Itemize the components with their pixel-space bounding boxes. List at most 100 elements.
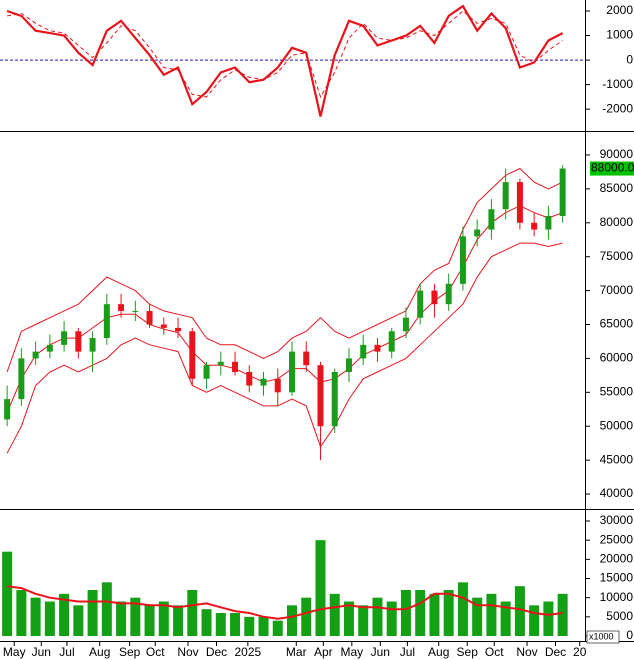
candle-body [388, 331, 395, 352]
volume-bar [429, 593, 440, 637]
y-tick-label: 55000 [600, 384, 634, 398]
y-tick-label: 20000 [600, 552, 634, 566]
y-tick-label: 30000 [600, 513, 634, 527]
candle-body [189, 331, 196, 379]
series-line [6, 585, 563, 620]
candle-body [103, 304, 110, 339]
volume-bar [472, 597, 483, 637]
series-line [7, 10, 563, 99]
x-tick-label: Sep [457, 645, 479, 659]
volume-bar [59, 593, 70, 637]
volume-bar [514, 586, 525, 637]
y-tick-label: 2000 [606, 3, 633, 17]
x-tick-label: Dec [206, 645, 227, 659]
candle-body [459, 236, 466, 284]
y-tick-label: 60000 [600, 351, 634, 365]
volume-bar [315, 540, 326, 637]
candle-body [374, 344, 381, 352]
candle-body [474, 229, 481, 237]
y-tick-label: 90000 [600, 147, 634, 161]
candle-body [303, 351, 310, 366]
candle-body [75, 331, 82, 352]
volume-bar [486, 593, 497, 637]
candle-body [4, 399, 11, 420]
candle-body [360, 344, 367, 359]
series-line [6, 242, 563, 454]
x-tick-label: Nov [177, 645, 198, 659]
candle-body [516, 182, 523, 223]
candle-body [402, 317, 409, 332]
volume-bar [386, 601, 397, 637]
candle-body [175, 327, 182, 332]
candle-body [289, 351, 295, 393]
candle-body [417, 290, 424, 318]
y-tick-label: 0 [626, 628, 633, 642]
x-tick-label: Jun [371, 645, 390, 659]
volume-bar [443, 590, 454, 637]
candle-body [317, 365, 324, 427]
last-price-label: 88000.00 [591, 161, 634, 175]
candle-body [502, 182, 509, 210]
candle-body [246, 371, 253, 386]
x-tick-label: Aug [89, 645, 110, 659]
candle-body [217, 361, 224, 366]
volume-bar [457, 582, 468, 637]
y-tick-label: 85000 [600, 181, 634, 195]
volume-bar [287, 605, 297, 637]
x-tick-label: Oct [146, 645, 165, 659]
volume-bar [144, 605, 155, 637]
candle-body [46, 344, 53, 352]
x-tick-label: Nov [516, 645, 537, 659]
volume-bar [329, 593, 340, 637]
candle-body [118, 304, 125, 311]
series-line [6, 4, 564, 117]
volume-bar [358, 605, 369, 637]
y-tick-label: 0 [626, 52, 633, 66]
volume-bar [130, 597, 141, 637]
candle-body [61, 331, 68, 345]
candle-body [331, 371, 338, 427]
volume-bar [201, 609, 212, 637]
candle-body [160, 324, 167, 328]
x-tick-label: 20 [573, 645, 587, 659]
volume-bar [372, 597, 383, 637]
y-tick-label: -2000 [602, 101, 633, 115]
x-tick-label: Apr [314, 645, 333, 659]
y-tick-label: 75000 [600, 249, 634, 263]
volume-bar [415, 590, 426, 637]
y-tick-label: 5000 [606, 609, 633, 623]
series-line [6, 167, 563, 373]
y-tick-label: 10000 [600, 590, 634, 604]
unit-box [586, 630, 620, 644]
volume-bar [187, 590, 198, 637]
x-tick-label: Oct [485, 645, 504, 659]
x-tick-label: Jul [400, 645, 415, 659]
y-tick-label: 1000 [606, 28, 633, 42]
volume-bar [116, 601, 127, 637]
candle-body [146, 310, 153, 325]
candle-body [545, 216, 552, 230]
x-tick-label: Jun [32, 645, 51, 659]
volume-bar [272, 620, 283, 637]
volume-bar [16, 590, 27, 637]
candle-body [132, 310, 139, 312]
candle-body [531, 222, 538, 230]
volume-bar [400, 590, 411, 637]
candle-body [431, 290, 438, 305]
candle-body [89, 338, 96, 352]
volume-bar [30, 597, 41, 637]
volume-bar [258, 616, 269, 637]
candle-body [260, 378, 267, 386]
y-tick-label: -1000 [602, 77, 633, 91]
candle-body [274, 378, 281, 393]
volume-bar [215, 613, 226, 637]
volume-bar [301, 597, 312, 637]
volume-bar [101, 582, 112, 637]
x-tick-label: Dec [545, 645, 566, 659]
volume-bar [500, 601, 511, 637]
y-tick-label: 15000 [600, 571, 634, 585]
candle-body [488, 209, 495, 230]
last-price-box [590, 161, 634, 176]
x-tick-label: Aug [428, 645, 449, 659]
y-tick-label: 65000 [600, 317, 634, 331]
